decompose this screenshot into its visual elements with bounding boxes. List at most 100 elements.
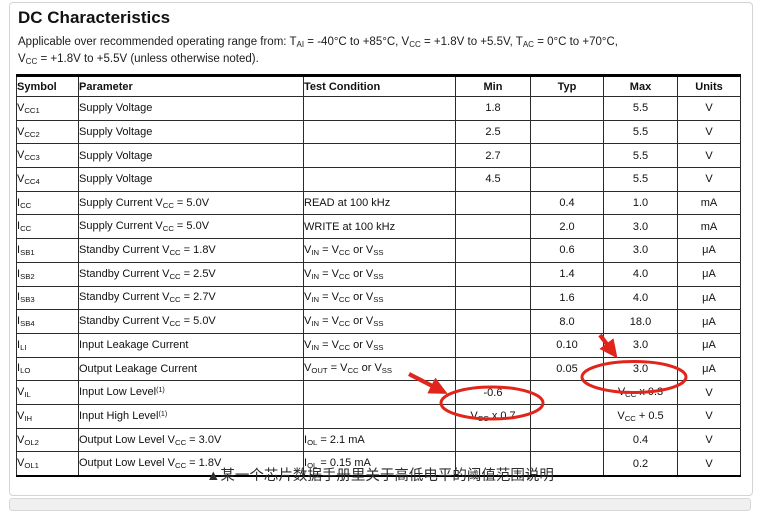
table-row: VOL2 Output Low Level VCC = 3.0V IOL = 2.1… bbox=[16, 427, 741, 453]
bottom-panel bbox=[9, 498, 751, 511]
table-cell: μA bbox=[677, 285, 741, 311]
table-cell: READ at 100 kHz bbox=[303, 190, 456, 216]
table-cell bbox=[530, 427, 604, 453]
table-row: ICC Supply Current VCC = 5.0V READ at 100 … bbox=[16, 190, 741, 216]
table-row: VCC3 Supply Voltage 2.7 5.5 V bbox=[16, 143, 741, 169]
table-row: ICC Supply Current VCC = 5.0V WRITE at 100… bbox=[16, 214, 741, 240]
table-cell: Supply Current VCC = 5.0V bbox=[78, 190, 304, 216]
table-cell: Supply Voltage bbox=[78, 143, 304, 169]
table-cell: VCC1 bbox=[16, 96, 79, 121]
figure-caption: ▲某一个芯片数据手册里关于高低电平的阈值范围说明 bbox=[206, 468, 554, 484]
dc-characteristics-table: Symbol Parameter Test Condition Min Typ … bbox=[16, 74, 741, 477]
operating-range-line2: VCC = +1.8V to +5.5V (unless otherwise n… bbox=[18, 53, 259, 66]
table-body: VCC1 Supply Voltage 1.8 5.5 V VCC2 Supply Volt… bbox=[16, 96, 741, 477]
table-cell: 5.5 bbox=[603, 96, 678, 121]
table-row: VIL Input Low Level(1) -0.6 VCC x 0.3 V bbox=[16, 380, 741, 405]
table-cell: V bbox=[677, 119, 741, 145]
table-cell: ICC bbox=[16, 214, 79, 240]
table-cell: μA bbox=[677, 356, 741, 382]
table-cell: V bbox=[677, 427, 741, 453]
table-cell: ILO bbox=[16, 356, 79, 382]
table-cell: Supply Voltage bbox=[78, 119, 304, 145]
table-cell: Standby Current VCC = 2.5V bbox=[78, 261, 304, 287]
header-min: Min bbox=[455, 75, 531, 97]
table-cell bbox=[455, 332, 531, 358]
table-cell bbox=[530, 380, 604, 405]
table-cell: V bbox=[677, 403, 741, 429]
header-parameter: Parameter bbox=[78, 75, 304, 97]
table-cell: V bbox=[677, 96, 741, 121]
table-row: ISB2 Standby Current VCC = 2.5V VIN = VCC … bbox=[16, 261, 741, 287]
table-cell bbox=[455, 427, 531, 453]
table-cell bbox=[530, 96, 604, 121]
header-max: Max bbox=[603, 75, 678, 97]
table-cell bbox=[455, 190, 531, 216]
table-cell: ISB3 bbox=[16, 285, 79, 311]
table-cell bbox=[455, 309, 531, 334]
table-cell: 1.6 bbox=[530, 285, 604, 311]
table-cell: 2.7 bbox=[455, 143, 531, 169]
table-cell: -0.6 bbox=[455, 380, 531, 405]
table-cell: Input High Level(1) bbox=[78, 403, 304, 429]
table-cell: mA bbox=[677, 190, 741, 216]
table-cell: 2.5 bbox=[455, 119, 531, 145]
table-row: ISB1 Standby Current VCC = 1.8V VIN = VCC … bbox=[16, 238, 741, 263]
table-cell: V bbox=[677, 380, 741, 405]
table-cell: VOL1 bbox=[16, 451, 79, 477]
header-typ: Typ bbox=[530, 75, 604, 97]
table-cell: 0.4 bbox=[603, 427, 678, 453]
table-cell: VIN = VCC or VSS bbox=[303, 261, 456, 287]
table-cell: VCC2 bbox=[16, 119, 79, 145]
table-cell: Supply Voltage bbox=[78, 167, 304, 192]
table-cell: Output Leakage Current bbox=[78, 356, 304, 382]
table-cell: VIN = VCC or VSS bbox=[303, 332, 456, 358]
header-symbol: Symbol bbox=[16, 75, 79, 97]
table-cell: 2.0 bbox=[530, 214, 604, 240]
table-cell bbox=[455, 356, 531, 382]
table-cell: VIN = VCC or VSS bbox=[303, 285, 456, 311]
table-cell bbox=[530, 167, 604, 192]
table-cell bbox=[303, 143, 456, 169]
table-cell: 4.5 bbox=[455, 167, 531, 192]
table-cell: μA bbox=[677, 261, 741, 287]
table-cell: V bbox=[677, 143, 741, 169]
table-cell bbox=[455, 285, 531, 311]
table-cell: Supply Voltage bbox=[78, 96, 304, 121]
table-row: ILI Input Leakage Current VIN = VCC or VSS… bbox=[16, 332, 741, 358]
table-cell: V bbox=[677, 451, 741, 477]
table-row: ISB4 Standby Current VCC = 5.0V VIN = VCC … bbox=[16, 309, 741, 334]
table-cell: Input Leakage Current bbox=[78, 332, 304, 358]
table-cell: Standby Current VCC = 1.8V bbox=[78, 238, 304, 263]
table-cell: 5.5 bbox=[603, 143, 678, 169]
table-cell: VOL2 bbox=[16, 427, 79, 453]
table-cell: Output Low Level VCC = 1.8V bbox=[78, 451, 304, 477]
table-cell: 5.5 bbox=[603, 167, 678, 192]
table-cell: VCC3 bbox=[16, 143, 79, 169]
table-cell: VIN = VCC or VSS bbox=[303, 238, 456, 263]
table-cell: 0.05 bbox=[530, 356, 604, 382]
table-header-row: Symbol Parameter Test Condition Min Typ … bbox=[16, 75, 741, 97]
table-cell bbox=[530, 119, 604, 145]
table-cell: μA bbox=[677, 332, 741, 358]
table-cell: WRITE at 100 kHz bbox=[303, 214, 456, 240]
table-cell bbox=[530, 403, 604, 429]
table-cell: Output Low Level VCC = 3.0V bbox=[78, 427, 304, 453]
table-cell bbox=[303, 119, 456, 145]
table-cell: 4.0 bbox=[603, 285, 678, 311]
table-cell: 0.6 bbox=[530, 238, 604, 263]
table-cell: IOL = 0.15 mA bbox=[303, 451, 456, 477]
table-cell: μA bbox=[677, 309, 741, 334]
table-cell: VCC + 0.5 bbox=[603, 403, 678, 429]
table-cell: 3.0 bbox=[603, 356, 678, 382]
table-cell: IOL = 2.1 mA bbox=[303, 427, 456, 453]
table-cell: 0.10 bbox=[530, 332, 604, 358]
table-row: VCC2 Supply Voltage 2.5 5.5 V bbox=[16, 119, 741, 145]
operating-range-note: Applicable over recommended operating ra… bbox=[18, 35, 744, 69]
table-cell: 18.0 bbox=[603, 309, 678, 334]
operating-range-line1: Applicable over recommended operating ra… bbox=[18, 36, 618, 49]
table-cell: ISB2 bbox=[16, 261, 79, 287]
table-cell: 3.0 bbox=[603, 332, 678, 358]
table-cell: VIL bbox=[16, 380, 79, 405]
table-cell: Input Low Level(1) bbox=[78, 380, 304, 405]
header-units: Units bbox=[677, 75, 741, 97]
